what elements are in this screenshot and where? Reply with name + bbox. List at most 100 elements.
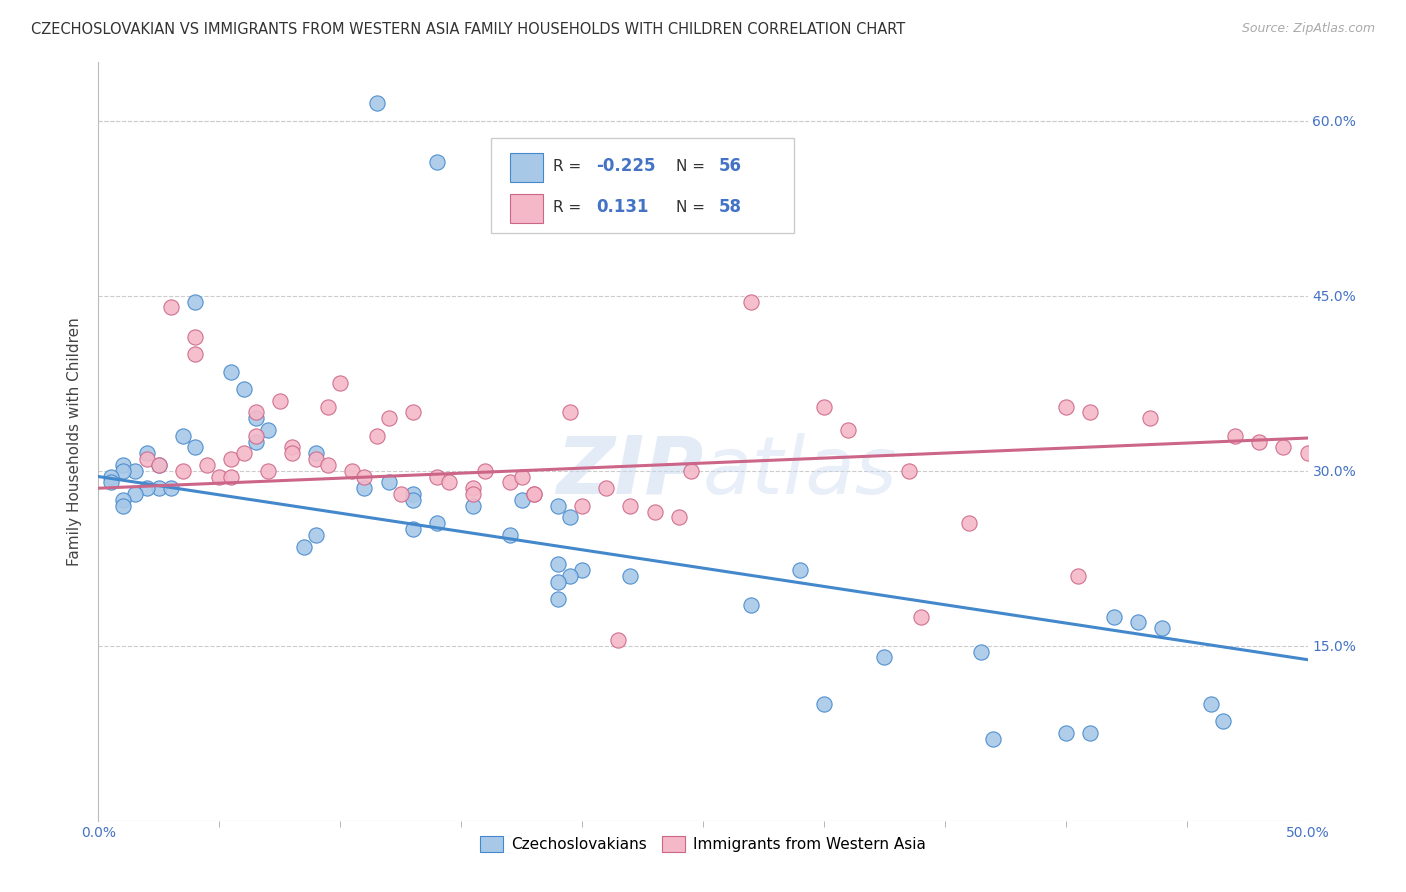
- Point: [184, 294, 207, 309]
- Point: [1139, 411, 1161, 425]
- Text: 56: 56: [718, 158, 742, 176]
- Point: [813, 400, 835, 414]
- Point: [1078, 405, 1101, 419]
- Text: N =: N =: [676, 159, 710, 174]
- Text: 58: 58: [718, 198, 742, 217]
- Point: [124, 464, 146, 478]
- Point: [281, 446, 304, 460]
- Point: [619, 499, 641, 513]
- Point: [316, 458, 339, 472]
- Point: [1067, 568, 1090, 582]
- Text: 0.131: 0.131: [596, 198, 650, 217]
- Point: [437, 475, 460, 490]
- Point: [571, 563, 593, 577]
- Point: [256, 464, 278, 478]
- Point: [100, 469, 122, 483]
- Point: [281, 441, 304, 455]
- Point: [1223, 428, 1246, 442]
- Point: [547, 499, 569, 513]
- Point: [329, 376, 352, 391]
- Point: [353, 481, 375, 495]
- Point: [135, 452, 157, 467]
- Point: [1054, 726, 1077, 740]
- Point: [377, 411, 399, 425]
- Point: [558, 510, 581, 524]
- Point: [148, 481, 170, 495]
- Point: [498, 528, 520, 542]
- Point: [195, 458, 218, 472]
- Point: [402, 405, 425, 419]
- FancyBboxPatch shape: [509, 194, 543, 223]
- Point: [305, 446, 328, 460]
- Text: atlas: atlas: [703, 433, 898, 511]
- Point: [426, 516, 449, 531]
- Text: R =: R =: [553, 200, 591, 215]
- Point: [124, 487, 146, 501]
- Point: [740, 598, 762, 612]
- Point: [160, 301, 183, 315]
- Point: [668, 510, 690, 524]
- Point: [595, 481, 617, 495]
- Point: [148, 458, 170, 472]
- Point: [353, 469, 375, 483]
- Point: [402, 522, 425, 536]
- Point: [208, 469, 231, 483]
- Point: [426, 154, 449, 169]
- Point: [232, 446, 254, 460]
- Point: [135, 446, 157, 460]
- Text: R =: R =: [553, 159, 586, 174]
- Point: [910, 609, 932, 624]
- Point: [547, 557, 569, 571]
- Point: [221, 469, 243, 483]
- Point: [100, 475, 122, 490]
- Point: [1296, 446, 1319, 460]
- Point: [221, 452, 243, 467]
- Point: [316, 400, 339, 414]
- Text: ZIP: ZIP: [555, 433, 703, 511]
- Point: [1152, 621, 1174, 635]
- Point: [160, 481, 183, 495]
- FancyBboxPatch shape: [509, 153, 543, 182]
- Text: CZECHOSLOVAKIAN VS IMMIGRANTS FROM WESTERN ASIA FAMILY HOUSEHOLDS WITH CHILDREN : CZECHOSLOVAKIAN VS IMMIGRANTS FROM WESTE…: [31, 22, 905, 37]
- Point: [1054, 400, 1077, 414]
- Point: [172, 464, 194, 478]
- Point: [111, 492, 134, 507]
- Point: [644, 504, 666, 518]
- Point: [463, 499, 485, 513]
- Point: [740, 294, 762, 309]
- Point: [1272, 441, 1295, 455]
- Point: [256, 423, 278, 437]
- Point: [111, 458, 134, 472]
- Point: [148, 458, 170, 472]
- Point: [837, 423, 859, 437]
- Point: [245, 434, 267, 449]
- Point: [523, 487, 546, 501]
- Point: [366, 428, 388, 442]
- Point: [813, 697, 835, 711]
- Point: [245, 428, 267, 442]
- Point: [981, 731, 1004, 746]
- Point: [245, 405, 267, 419]
- Point: [789, 563, 811, 577]
- Point: [402, 492, 425, 507]
- Point: [547, 592, 569, 607]
- Point: [957, 516, 980, 531]
- Point: [1249, 434, 1271, 449]
- Text: N =: N =: [676, 200, 710, 215]
- Point: [269, 393, 291, 408]
- Point: [571, 499, 593, 513]
- Point: [426, 469, 449, 483]
- Point: [498, 475, 520, 490]
- Point: [463, 487, 485, 501]
- Point: [342, 464, 364, 478]
- Point: [172, 428, 194, 442]
- Point: [135, 481, 157, 495]
- Point: [1128, 615, 1150, 630]
- Y-axis label: Family Households with Children: Family Households with Children: [67, 318, 83, 566]
- Text: -0.225: -0.225: [596, 158, 657, 176]
- Point: [305, 528, 328, 542]
- Point: [463, 481, 485, 495]
- Point: [402, 487, 425, 501]
- FancyBboxPatch shape: [492, 138, 793, 233]
- Point: [474, 464, 496, 478]
